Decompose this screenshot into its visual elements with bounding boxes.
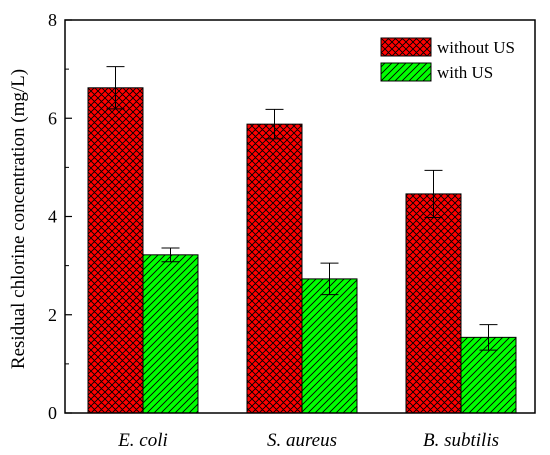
legend-swatch-with-us (380, 62, 432, 82)
bar-without-us-2 (405, 193, 462, 414)
x-category-label: B. subtilis (423, 430, 499, 451)
y-axis-title: Residual chlorine concentration (mg/L) (8, 69, 29, 369)
error-bar-with-us-1 (320, 262, 339, 296)
error-bar-without-us-1 (265, 108, 284, 140)
y-tick-label: 0 (48, 403, 57, 423)
bar-without-us-0 (87, 87, 144, 414)
legend-label-without-us: without US (437, 38, 515, 57)
y-tick-label: 4 (48, 207, 57, 227)
legend-swatch-without-us (380, 37, 432, 57)
error-bar-with-us-2 (479, 324, 498, 351)
plot-area: 0 2 4 6 8 E. coli S. aureus B. subtilis (48, 10, 536, 451)
bar-with-us-1 (301, 278, 358, 414)
x-category-label: S. aureus (267, 430, 337, 451)
error-bar-with-us-0 (161, 247, 180, 263)
x-category-label: E. coli (117, 430, 168, 451)
bar-without-us-1 (246, 123, 303, 414)
y-tick-label: 8 (48, 10, 57, 30)
y-tick-label: 6 (48, 108, 57, 128)
error-bar-without-us-2 (424, 169, 443, 218)
legend: without US with US (380, 37, 515, 82)
bar-with-us-0 (142, 254, 199, 414)
error-bar-without-us-0 (106, 66, 125, 110)
legend-label-with-us: with US (437, 63, 493, 82)
y-tick-label: 2 (48, 305, 57, 325)
